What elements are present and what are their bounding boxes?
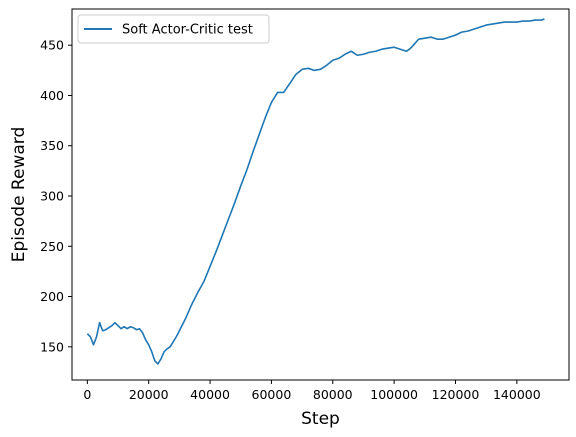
y-tick-label: 250 xyxy=(40,239,64,254)
plot-frame xyxy=(71,8,570,381)
x-tick-label: 100000 xyxy=(370,387,418,402)
legend: Soft Actor-Critic test xyxy=(77,14,270,44)
x-tick-label: 120000 xyxy=(432,387,480,402)
x-tick-label: 60000 xyxy=(252,387,292,402)
x-tick-label: 0 xyxy=(83,387,91,402)
y-tick-label: 400 xyxy=(40,88,64,103)
x-tick-label: 20000 xyxy=(129,387,169,402)
legend-box xyxy=(77,14,270,44)
y-tick-label: 450 xyxy=(40,38,64,53)
x-axis-title: Step xyxy=(301,409,340,429)
legend-label: Soft Actor-Critic test xyxy=(122,23,253,38)
y-tick-label: 350 xyxy=(40,138,64,153)
y-tick-label: 150 xyxy=(40,339,64,354)
series-line-soft-actor-critic-test xyxy=(86,18,545,365)
y-axis: 150 200 250 300 350 400 450 xyxy=(40,38,72,354)
y-axis-title: Episode Reward xyxy=(9,127,29,262)
y-tick-label: 300 xyxy=(40,189,64,204)
x-tick-label: 140000 xyxy=(493,387,541,402)
x-axis: 0 20000 40000 60000 80000 100000 120000 140000 xyxy=(83,380,541,402)
x-tick-label: 80000 xyxy=(313,387,353,402)
y-tick-label: 200 xyxy=(40,289,64,304)
x-tick-label: 40000 xyxy=(190,387,230,402)
